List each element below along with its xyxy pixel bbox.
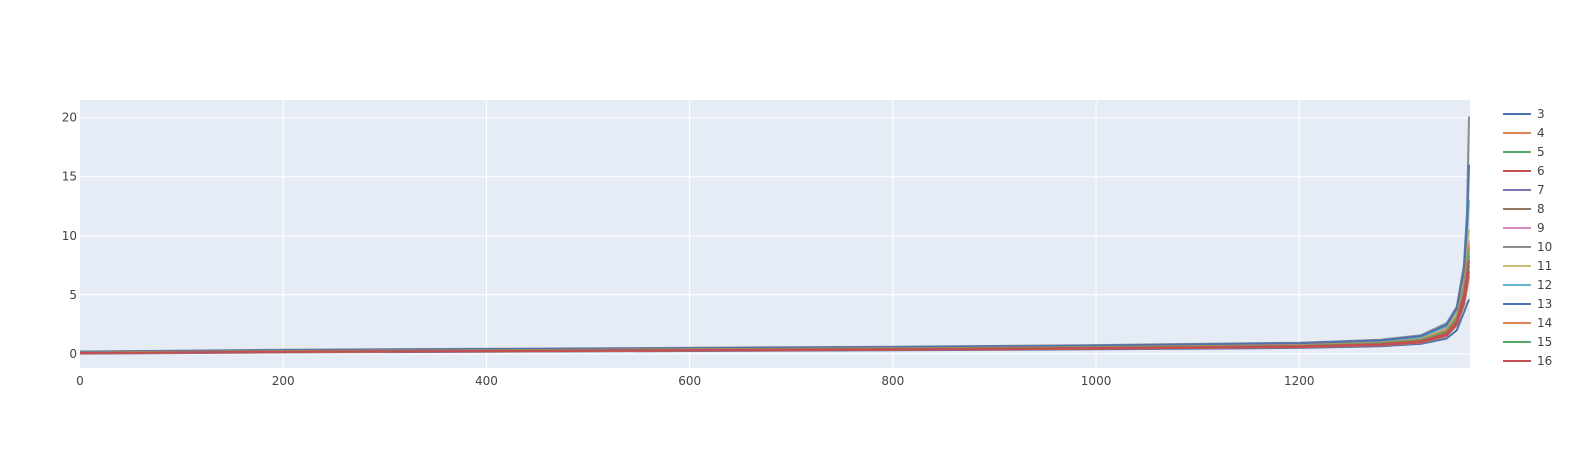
legend-item-14[interactable]: 14 [1503,316,1552,330]
legend-label: 9 [1537,221,1545,235]
legend-label: 13 [1537,297,1552,311]
x-tick-label: 1000 [1081,374,1112,388]
x-tick-label: 600 [678,374,701,388]
legend-label: 7 [1537,183,1545,197]
y-tick-label: 15 [62,170,77,184]
y-tick-label: 20 [62,111,77,125]
x-axis-tick-labels: 0 200 400 600 800 1000 1200 [76,374,1314,388]
legend-item-3[interactable]: 3 [1503,107,1545,121]
x-tick-label: 400 [475,374,498,388]
legend-label: 10 [1537,240,1552,254]
legend-item-4[interactable]: 4 [1503,126,1545,140]
legend-label: 5 [1537,145,1545,159]
x-tick-label: 0 [76,374,84,388]
legend[interactable]: 3 4 5 6 7 8 9 10 11 12 13 14 15 16 [1503,107,1552,368]
legend-label: 12 [1537,278,1552,292]
legend-item-9[interactable]: 9 [1503,221,1545,235]
y-tick-label: 5 [69,288,77,302]
grid-lines [80,100,1470,368]
plot-background [80,100,1470,368]
legend-item-13[interactable]: 13 [1503,297,1552,311]
legend-label: 15 [1537,335,1552,349]
legend-label: 16 [1537,354,1552,368]
legend-label: 6 [1537,164,1545,178]
y-tick-label: 10 [62,229,77,243]
legend-label: 3 [1537,107,1545,121]
legend-item-7[interactable]: 7 [1503,183,1545,197]
legend-item-5[interactable]: 5 [1503,145,1545,159]
series-line-16 [79,260,1470,354]
legend-item-11[interactable]: 11 [1503,259,1552,273]
legend-item-10[interactable]: 10 [1503,240,1552,254]
legend-label: 4 [1537,126,1545,140]
legend-item-16[interactable]: 16 [1503,354,1552,368]
legend-item-12[interactable]: 12 [1503,278,1552,292]
y-tick-label: 0 [69,347,77,361]
legend-item-8[interactable]: 8 [1503,202,1545,216]
series-line-13 [79,164,1470,353]
legend-item-6[interactable]: 6 [1503,164,1545,178]
legend-label: 14 [1537,316,1552,330]
x-tick-label: 1200 [1284,374,1315,388]
x-tick-label: 800 [881,374,904,388]
x-tick-label: 200 [272,374,295,388]
legend-label: 8 [1537,202,1545,216]
legend-label: 11 [1537,259,1552,273]
y-axis-tick-labels: 0 5 10 15 20 [62,111,77,361]
legend-item-15[interactable]: 15 [1503,335,1552,349]
series-lines [79,116,1470,355]
